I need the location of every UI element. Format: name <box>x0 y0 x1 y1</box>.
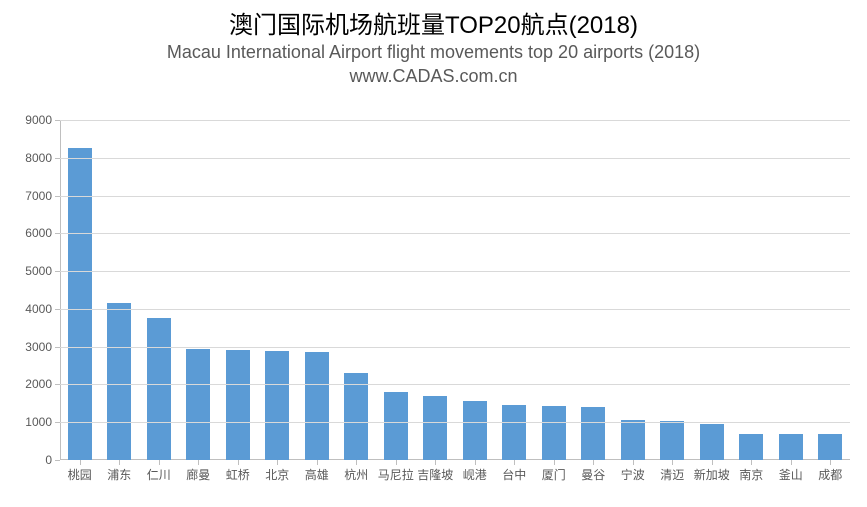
bar-slot: 马尼拉 <box>376 120 416 460</box>
plot-area: 桃园浦东仁川廊曼虹桥北京高雄杭州马尼拉吉隆坡岘港台中厦门曼谷宁波清迈新加坡南京釜… <box>60 120 850 460</box>
bar <box>265 351 289 460</box>
y-tick-label: 6000 <box>25 226 60 240</box>
grid-line <box>60 422 850 423</box>
grid-line <box>60 233 850 234</box>
x-tick-label: 高雄 <box>305 460 329 483</box>
grid-line <box>60 196 850 197</box>
bar-slot: 北京 <box>258 120 298 460</box>
bar <box>581 407 605 460</box>
bar <box>147 318 171 460</box>
bar <box>739 434 763 460</box>
bar <box>818 434 842 460</box>
bar-slot: 成都 <box>811 120 851 460</box>
bar-slot: 浦东 <box>100 120 140 460</box>
bar-slot: 岘港 <box>455 120 495 460</box>
x-tick-label: 杭州 <box>344 460 368 483</box>
y-tick-label: 3000 <box>25 340 60 354</box>
x-tick-label: 廊曼 <box>186 460 210 483</box>
bar-slot: 杭州 <box>337 120 377 460</box>
bar-slot: 虹桥 <box>218 120 258 460</box>
grid-line <box>60 347 850 348</box>
x-tick-label: 岘港 <box>463 460 487 483</box>
x-tick-label: 虹桥 <box>226 460 250 483</box>
x-tick-label: 南京 <box>739 460 763 483</box>
bar <box>463 401 487 460</box>
bar-slot: 吉隆坡 <box>416 120 456 460</box>
bar <box>226 350 250 460</box>
y-tick-label: 4000 <box>25 302 60 316</box>
grid-line <box>60 120 850 121</box>
bar-slot: 台中 <box>495 120 535 460</box>
bar-slot: 宁波 <box>613 120 653 460</box>
bar-slot: 南京 <box>732 120 772 460</box>
bar <box>384 392 408 460</box>
bar-slot: 曼谷 <box>574 120 614 460</box>
x-tick-label: 仁川 <box>147 460 171 483</box>
bar <box>186 349 210 460</box>
y-tick-label: 1000 <box>25 415 60 429</box>
bar-slot: 仁川 <box>139 120 179 460</box>
x-tick-label: 新加坡 <box>694 460 730 483</box>
bar <box>344 373 368 460</box>
bars-row: 桃园浦东仁川廊曼虹桥北京高雄杭州马尼拉吉隆坡岘港台中厦门曼谷宁波清迈新加坡南京釜… <box>60 120 850 460</box>
x-tick-label: 浦东 <box>107 460 131 483</box>
bar-slot: 桃园 <box>60 120 100 460</box>
grid-line <box>60 384 850 385</box>
x-tick-label: 成都 <box>818 460 842 483</box>
x-tick-label: 吉隆坡 <box>417 460 453 483</box>
y-tick-label: 7000 <box>25 189 60 203</box>
x-tick-label: 曼谷 <box>581 460 605 483</box>
bar-slot: 高雄 <box>297 120 337 460</box>
bar <box>779 434 803 460</box>
bar <box>502 405 526 460</box>
chart-container: 澳门国际机场航班量TOP20航点(2018) Macau Internation… <box>0 0 867 507</box>
bar <box>305 352 329 460</box>
bar-slot: 廊曼 <box>179 120 219 460</box>
chart-title-sub: Macau International Airport flight movem… <box>0 41 867 64</box>
bar <box>700 424 724 460</box>
chart-source: www.CADAS.com.cn <box>0 65 867 88</box>
grid-line <box>60 309 850 310</box>
bar-slot: 釜山 <box>771 120 811 460</box>
bar-slot: 新加坡 <box>692 120 732 460</box>
y-tick-label: 2000 <box>25 377 60 391</box>
x-tick-label: 台中 <box>502 460 526 483</box>
x-tick-label: 北京 <box>265 460 289 483</box>
grid-line <box>60 158 850 159</box>
chart-title-main: 澳门国际机场航班量TOP20航点(2018) <box>0 10 867 41</box>
x-tick-label: 桃园 <box>68 460 92 483</box>
bar <box>107 303 131 460</box>
bar-slot: 厦门 <box>534 120 574 460</box>
y-tick-label: 5000 <box>25 264 60 278</box>
y-tick-label: 9000 <box>25 113 60 127</box>
x-tick-label: 釜山 <box>779 460 803 483</box>
x-tick-label: 厦门 <box>542 460 566 483</box>
bar-slot: 清迈 <box>653 120 693 460</box>
x-tick-label: 清迈 <box>660 460 684 483</box>
y-tick-label: 8000 <box>25 151 60 165</box>
grid-line <box>60 271 850 272</box>
bar <box>423 396 447 460</box>
y-tick-label: 0 <box>45 453 60 467</box>
x-tick-label: 马尼拉 <box>378 460 414 483</box>
x-tick-label: 宁波 <box>621 460 645 483</box>
chart-titles: 澳门国际机场航班量TOP20航点(2018) Macau Internation… <box>0 0 867 88</box>
bar <box>542 406 566 460</box>
bar <box>621 420 645 460</box>
bar <box>660 421 684 460</box>
